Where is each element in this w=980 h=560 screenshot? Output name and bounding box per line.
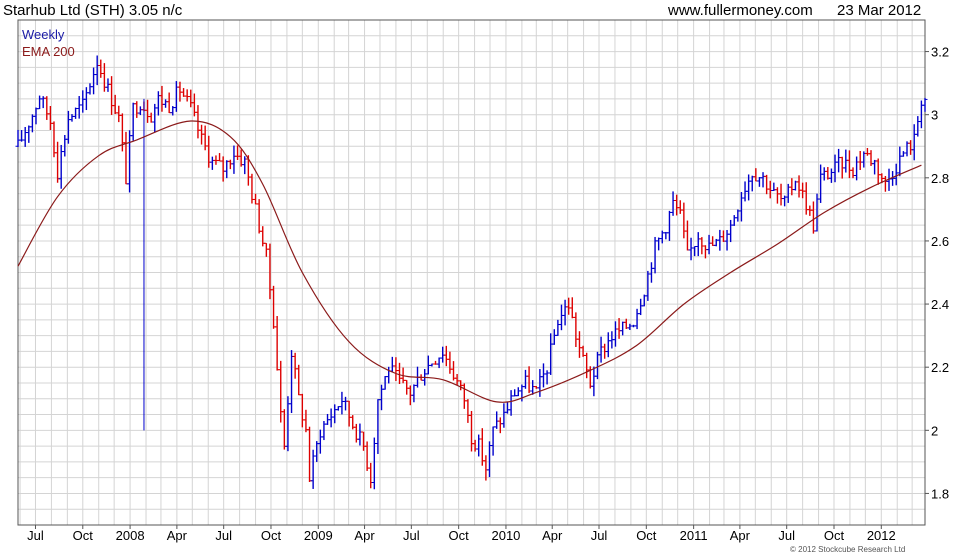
chart-title: Starhub Ltd (STH) 3.05 n/c bbox=[3, 2, 183, 19]
weekly-bars-layer bbox=[15, 55, 928, 490]
y-tick-label: 2 bbox=[931, 423, 938, 438]
x-tick-label: Apr bbox=[167, 528, 188, 543]
x-tick-label: 2008 bbox=[116, 528, 145, 543]
chart-date: 23 Mar 2012 bbox=[837, 2, 922, 19]
x-tick-label: Oct bbox=[449, 528, 470, 543]
x-tick-label: Jul bbox=[27, 528, 44, 543]
grid-layer bbox=[18, 19, 925, 525]
legend-ema: EMA 200 bbox=[22, 44, 75, 59]
x-tick-label: Apr bbox=[354, 528, 375, 543]
x-tick-labels: Jul Oct 2008 Apr Jul Oct 2009 Apr Jul Oct 2010 Apr J… bbox=[27, 525, 896, 543]
copyright-notice: © 2012 Stockcube Research Ltd bbox=[790, 545, 906, 554]
source-site: www.fullermoney.com bbox=[668, 2, 813, 19]
x-tick-label: Apr bbox=[542, 528, 563, 543]
x-tick-label: Oct bbox=[636, 528, 657, 543]
ema-200-line bbox=[17, 120, 922, 403]
x-tick-label: 2009 bbox=[304, 528, 333, 543]
x-tick-label: 2010 bbox=[491, 528, 520, 543]
plot-frame bbox=[17, 19, 926, 526]
legend-weekly: Weekly bbox=[22, 27, 65, 42]
y-tick-label: 1.8 bbox=[931, 486, 949, 501]
x-tick-label: Jul bbox=[215, 528, 232, 543]
x-tick-label: 2012 bbox=[867, 528, 896, 543]
y-tick-label: 2.6 bbox=[931, 234, 949, 249]
x-tick-label: Oct bbox=[261, 528, 282, 543]
y-tick-labels: 1.8 2 2.2 2.4 2.6 2.8 3 3.2 bbox=[925, 45, 949, 501]
x-tick-label: 2011 bbox=[680, 528, 708, 543]
y-tick-label: 2.2 bbox=[931, 360, 949, 375]
y-tick-label: 3.2 bbox=[931, 45, 949, 60]
x-tick-label: Oct bbox=[824, 528, 845, 543]
x-tick-label: Oct bbox=[73, 528, 94, 543]
x-tick-label: Jul bbox=[403, 528, 420, 543]
y-tick-label: 2.8 bbox=[931, 171, 949, 186]
y-tick-label: 2.4 bbox=[931, 297, 949, 312]
ema-layer bbox=[17, 120, 922, 403]
x-tick-label: Jul bbox=[778, 528, 795, 543]
y-tick-label: 3 bbox=[931, 108, 938, 123]
x-tick-label: Jul bbox=[591, 528, 608, 543]
x-tick-label: Apr bbox=[730, 528, 751, 543]
